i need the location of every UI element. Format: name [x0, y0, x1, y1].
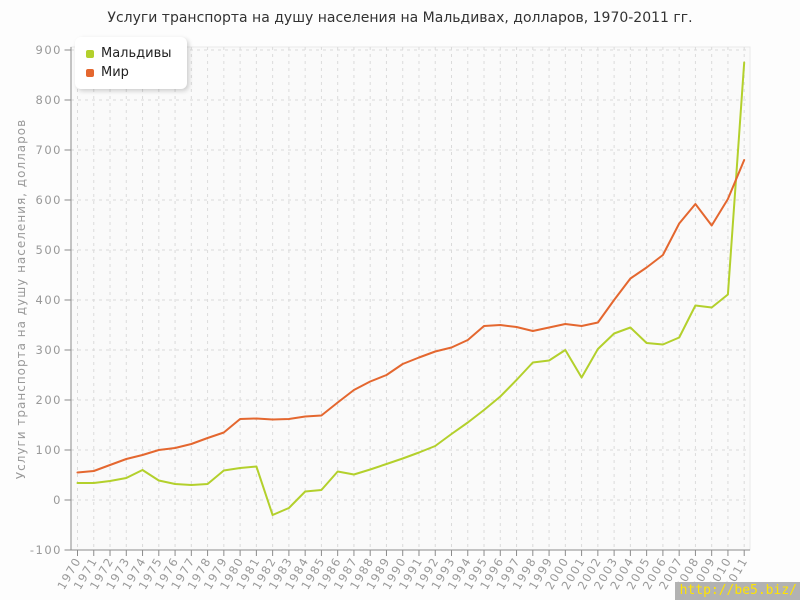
svg-text:800: 800: [36, 93, 62, 107]
svg-text:500: 500: [36, 243, 62, 257]
legend-label-maldives: Мальдивы: [101, 46, 172, 61]
svg-text:100: 100: [36, 443, 62, 457]
y-axis-title: Услуги транспорта на душу населения, дол…: [14, 118, 28, 480]
plot-background: [70, 46, 751, 551]
svg-text:400: 400: [36, 293, 62, 307]
svg-text:900: 900: [36, 43, 62, 57]
x-tick-labels: 1970197119721973197419751976197719781979…: [54, 555, 750, 593]
x-gridlines: [77, 47, 745, 556]
svg-text:-100: -100: [30, 543, 62, 557]
legend: Мальдивы Мир: [75, 37, 187, 89]
maldives-series-swatch-icon: [86, 49, 94, 58]
chart-title: Услуги транспорта на душу населения на М…: [107, 10, 693, 26]
svg-text:0: 0: [53, 493, 62, 507]
series-line-world: [76, 159, 746, 474]
watermark-link: http://be5.biz/: [674, 582, 800, 600]
series-line-maldives: [76, 61, 746, 516]
world-series-swatch-icon: [86, 68, 94, 77]
y-tick-labels: -100 0 100 200 300 400 500 600 700 800 900: [30, 43, 62, 557]
svg-text:200: 200: [36, 393, 62, 407]
legend-label-world: Мир: [101, 65, 129, 80]
svg-text:700: 700: [36, 143, 62, 157]
svg-text:600: 600: [36, 193, 62, 207]
legend-item-maldives[interactable]: Мальдивы: [86, 44, 172, 63]
legend-item-world[interactable]: Мир: [86, 63, 172, 82]
svg-text:300: 300: [36, 343, 62, 357]
